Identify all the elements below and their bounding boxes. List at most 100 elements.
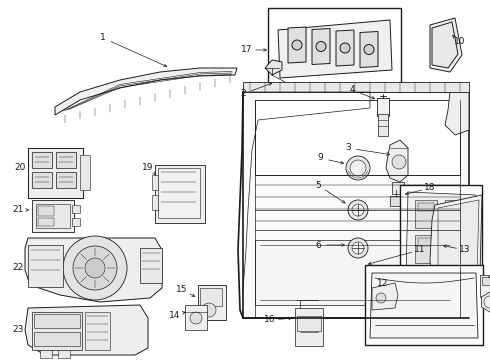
Circle shape	[392, 155, 406, 169]
Polygon shape	[370, 273, 478, 338]
Bar	[448, 238, 464, 246]
Text: 18: 18	[424, 184, 436, 193]
Bar	[418, 203, 434, 211]
Text: 10: 10	[454, 37, 466, 46]
Text: 4: 4	[349, 85, 355, 94]
Polygon shape	[415, 200, 437, 228]
Text: 2: 2	[240, 90, 246, 99]
Polygon shape	[312, 28, 330, 64]
Circle shape	[352, 242, 364, 254]
Polygon shape	[360, 31, 378, 68]
Polygon shape	[25, 238, 162, 302]
Text: 11: 11	[414, 246, 426, 255]
Circle shape	[292, 40, 302, 50]
Bar	[365, 265, 483, 345]
Bar	[200, 288, 222, 306]
Polygon shape	[445, 92, 469, 135]
Polygon shape	[55, 68, 237, 115]
Text: 21: 21	[12, 206, 24, 215]
Text: 3: 3	[345, 144, 351, 153]
Polygon shape	[430, 18, 462, 72]
Bar	[400, 185, 482, 285]
Bar	[56, 152, 76, 168]
Bar	[32, 152, 52, 168]
Polygon shape	[386, 140, 408, 182]
Polygon shape	[25, 305, 148, 355]
Polygon shape	[336, 30, 354, 66]
Bar	[140, 248, 162, 283]
Text: 1: 1	[100, 33, 106, 42]
Circle shape	[190, 312, 202, 324]
Circle shape	[348, 200, 368, 220]
Bar	[392, 182, 404, 194]
Bar	[58, 350, 70, 358]
Text: 5: 5	[315, 180, 321, 189]
Circle shape	[340, 43, 350, 53]
Circle shape	[484, 296, 490, 308]
Circle shape	[202, 303, 216, 317]
Bar	[56, 172, 76, 188]
Text: 22: 22	[12, 264, 24, 273]
Circle shape	[350, 160, 366, 176]
Text: 12: 12	[377, 279, 389, 288]
Bar	[28, 148, 83, 198]
Bar	[155, 165, 205, 223]
Bar	[297, 316, 321, 331]
Bar	[38, 206, 54, 216]
Bar	[38, 218, 54, 226]
Text: 14: 14	[170, 310, 181, 320]
Circle shape	[364, 45, 374, 54]
Bar	[158, 168, 200, 218]
Text: 16: 16	[264, 315, 276, 324]
Text: 19: 19	[142, 163, 154, 172]
Bar	[377, 98, 389, 116]
Polygon shape	[430, 195, 482, 295]
Bar	[418, 238, 434, 246]
Circle shape	[73, 246, 117, 290]
Bar	[34, 314, 80, 328]
Text: 13: 13	[459, 246, 471, 255]
Text: 23: 23	[12, 325, 24, 334]
Bar	[268, 8, 401, 90]
Bar	[34, 332, 80, 346]
Circle shape	[63, 236, 127, 300]
Text: 6: 6	[315, 240, 321, 249]
Polygon shape	[445, 200, 467, 228]
Bar	[185, 305, 207, 330]
Bar	[40, 350, 52, 358]
Bar	[448, 203, 464, 211]
Circle shape	[85, 258, 105, 278]
Polygon shape	[243, 82, 469, 92]
Circle shape	[348, 238, 368, 258]
Bar	[80, 155, 90, 190]
Bar	[255, 240, 455, 305]
Bar	[32, 200, 74, 232]
Bar	[198, 285, 226, 320]
Bar	[152, 195, 158, 210]
Bar	[72, 218, 80, 226]
Bar	[152, 175, 158, 190]
Polygon shape	[438, 200, 479, 298]
Polygon shape	[255, 100, 460, 175]
Text: 17: 17	[241, 45, 253, 54]
Bar	[482, 277, 490, 285]
Bar	[28, 245, 63, 287]
Bar	[72, 205, 80, 213]
Polygon shape	[415, 235, 437, 263]
Text: 9: 9	[317, 153, 323, 162]
Circle shape	[316, 41, 326, 51]
Text: 15: 15	[176, 285, 188, 294]
Polygon shape	[406, 192, 476, 278]
Bar	[390, 196, 408, 206]
Polygon shape	[288, 27, 306, 63]
Bar	[295, 308, 323, 346]
Polygon shape	[481, 292, 490, 312]
Polygon shape	[265, 60, 282, 75]
Polygon shape	[238, 92, 469, 318]
Circle shape	[376, 293, 386, 303]
Polygon shape	[432, 22, 458, 68]
Circle shape	[346, 156, 370, 180]
Polygon shape	[445, 235, 467, 263]
Bar	[480, 275, 490, 297]
Bar	[85, 312, 110, 350]
